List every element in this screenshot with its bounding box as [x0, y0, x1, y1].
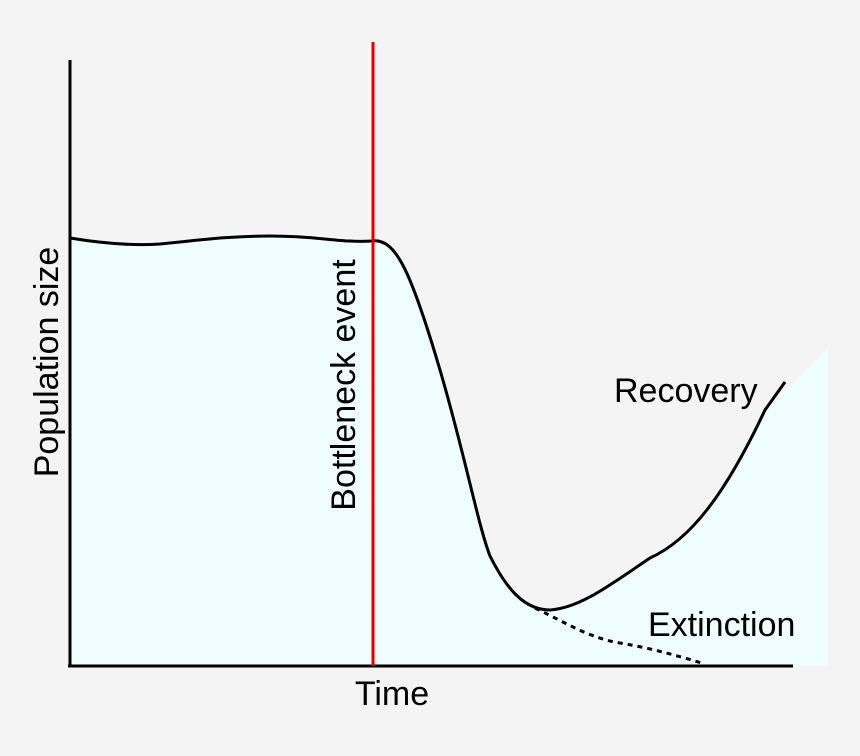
population-area-fill: [70, 236, 828, 666]
population-curve: [69, 234, 787, 612]
extinction-label: Extinction: [648, 606, 795, 644]
x-axis-label: Time: [355, 675, 429, 713]
bottleneck-event-label: Bottleneck event: [325, 259, 363, 511]
extinction-curve: [534, 606, 706, 666]
y-axis-label: Population size: [28, 247, 66, 478]
recovery-label: Recovery: [614, 372, 758, 410]
